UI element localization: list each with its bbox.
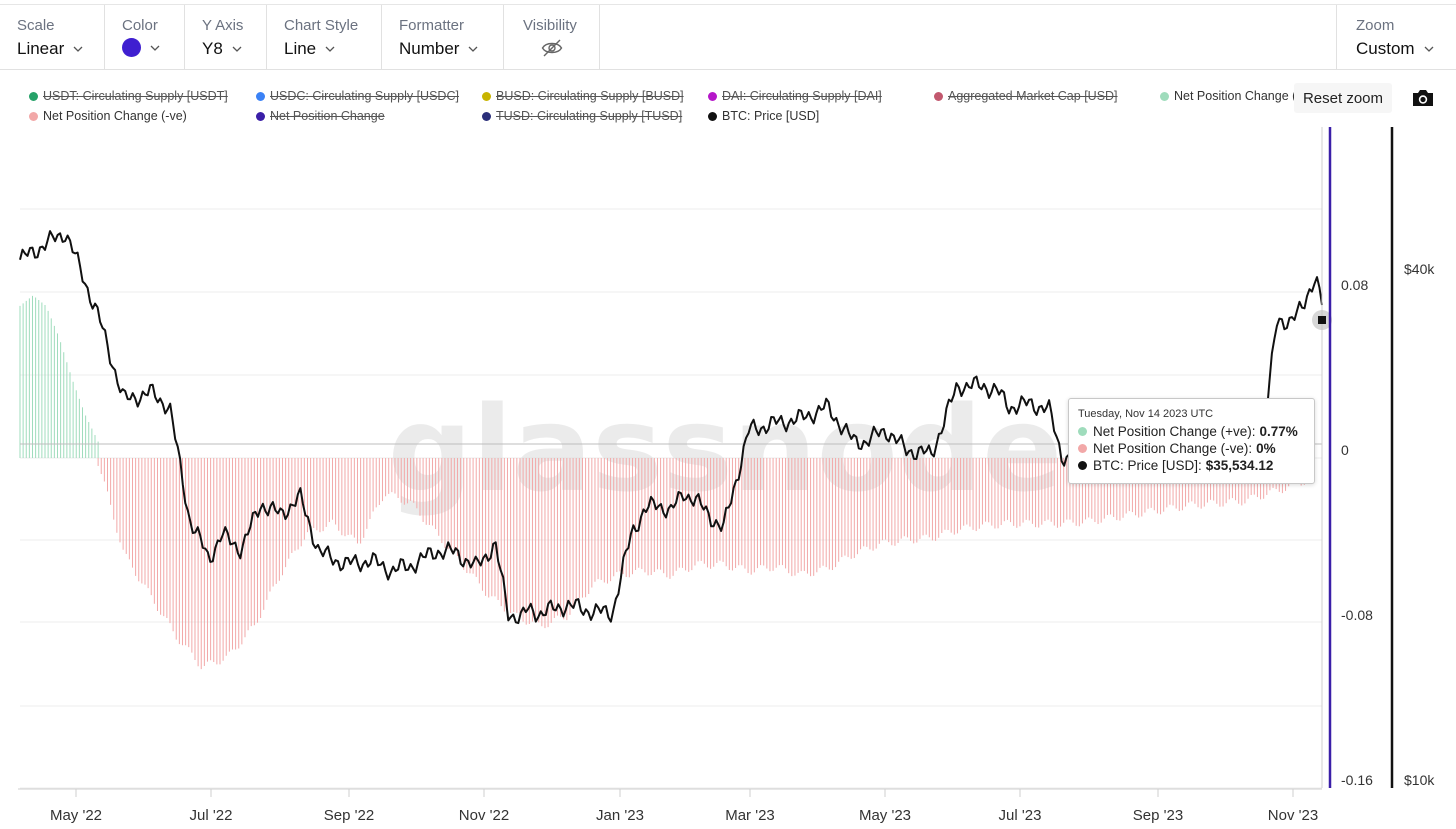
x-tick-label: Nov '22: [459, 807, 509, 824]
legend-dot: [708, 111, 717, 121]
y-axis-dropdown[interactable]: Y Axis Y8: [185, 5, 267, 69]
y8-tick-label: 0.08: [1341, 277, 1368, 293]
formatter-label: Formatter: [399, 17, 465, 34]
formatter-value: Number: [399, 39, 460, 58]
legend-label: TUSD: Circulating Supply [TUSD]: [496, 109, 683, 123]
legend-dot: [1160, 91, 1169, 101]
legend-item-net-position-change-positive[interactable]: Net Position Change (: [1160, 89, 1296, 103]
legend-dot: [934, 91, 943, 101]
legend-label: Net Position Change (: [1174, 89, 1297, 103]
legend-dot: [482, 111, 491, 121]
watermark: glassnode: [388, 380, 1063, 518]
scale-dropdown[interactable]: Scale Linear: [0, 5, 105, 69]
legend-label: Net Position Change: [270, 109, 385, 123]
tooltip-value: 0%: [1256, 441, 1276, 456]
scale-value: Linear: [17, 39, 65, 58]
legend-label: USDT: Circulating Supply [USDT]: [43, 89, 228, 103]
legend-dot: [29, 111, 38, 121]
chart-tooltip: Tuesday, Nov 14 2023 UTC Net Position Ch…: [1068, 398, 1315, 484]
legend-dot: [256, 91, 265, 101]
legend-dot: [256, 111, 265, 121]
tooltip-date: Tuesday, Nov 14 2023 UTC: [1078, 408, 1214, 420]
color-label: Color: [122, 17, 158, 34]
tooltip-label: Net Position Change (-ve):: [1093, 441, 1253, 456]
legend-label: BTC: Price [USD]: [722, 109, 820, 123]
y8-tick-label: 0: [1341, 442, 1349, 458]
legend-item-net-position-change-negative[interactable]: Net Position Change (-ve): [29, 109, 187, 123]
scale-label: Scale: [17, 17, 55, 34]
legend-item-usdt[interactable]: USDT: Circulating Supply [USDT]: [29, 89, 228, 103]
chart-toolbar: Scale Linear Color Y Axis Y8 Chart Style…: [0, 4, 1456, 70]
chevron-down-icon: [150, 45, 160, 51]
legend-dot: [708, 91, 717, 101]
x-tick-label: Sep '23: [1133, 807, 1183, 824]
price-tick-label: $40k: [1404, 261, 1435, 277]
legend-item-btc-price[interactable]: BTC: Price [USD]: [708, 109, 819, 123]
chevron-down-icon: [469, 46, 478, 52]
legend-item-usdc[interactable]: USDC: Circulating Supply [USDC]: [256, 89, 459, 103]
zoom-label: Zoom: [1356, 17, 1395, 34]
y-axis-value: Y8: [202, 39, 223, 58]
chart-style-label: Chart Style: [284, 17, 359, 34]
legend-item-tusd[interactable]: TUSD: Circulating Supply [TUSD]: [482, 109, 682, 123]
tooltip-value: $35,534.12: [1205, 458, 1274, 473]
x-tick-label: Jul '23: [999, 807, 1042, 824]
reset-zoom-button[interactable]: Reset zoom: [1294, 83, 1392, 113]
legend-label: BUSD: Circulating Supply [BUSD]: [496, 89, 684, 103]
x-tick-label: Jan '23: [596, 807, 644, 824]
tooltip-row: BTC: Price [USD]: $35,534.12: [1078, 457, 1305, 474]
chart-area[interactable]: glassnode 0.08 0 -0.08 -0.16 $40k $10k May '22 J…: [0, 120, 1456, 829]
x-tick-label: Sep '22: [324, 807, 374, 824]
formatter-dropdown[interactable]: Formatter Number: [382, 5, 504, 69]
hover-marker: [1318, 316, 1326, 324]
eye-off-icon: [541, 39, 563, 57]
visibility-label: Visibility: [523, 17, 577, 34]
legend-dot: [482, 91, 491, 101]
tooltip-dot: [1078, 461, 1087, 470]
tooltip-label: BTC: Price [USD]:: [1093, 458, 1202, 473]
legend-label: DAI: Circulating Supply [DAI]: [722, 89, 882, 103]
chart-style-dropdown[interactable]: Chart Style Line: [267, 5, 382, 69]
x-tick-label: Nov '23: [1268, 807, 1318, 824]
x-tick-label: Mar '23: [725, 807, 775, 824]
legend-item-aggregated-market-cap[interactable]: Aggregated Market Cap [USD]: [934, 89, 1118, 103]
chevron-down-icon: [232, 46, 242, 52]
zoom-dropdown[interactable]: Zoom Custom: [1336, 5, 1456, 69]
legend-dot: [29, 91, 38, 101]
legend-item-dai[interactable]: DAI: Circulating Supply [DAI]: [708, 89, 882, 103]
legend-label: Net Position Change (-ve): [43, 109, 187, 123]
tooltip-label: Net Position Change (+ve):: [1093, 424, 1256, 439]
legend-label: Aggregated Market Cap [USD]: [948, 89, 1118, 103]
y8-tick-label: -0.08: [1341, 607, 1373, 623]
visibility-toggle[interactable]: Visibility: [504, 5, 600, 69]
tooltip-row: Net Position Change (-ve): 0%: [1078, 440, 1305, 457]
y-axis-label: Y Axis: [202, 17, 244, 34]
tooltip-value: 0.77%: [1259, 424, 1298, 439]
legend-label: USDC: Circulating Supply [USDC]: [270, 89, 459, 103]
legend-item-net-position-change[interactable]: Net Position Change: [256, 109, 385, 123]
x-tick-label: May '23: [859, 807, 911, 824]
legend-item-busd[interactable]: BUSD: Circulating Supply [BUSD]: [482, 89, 684, 103]
y8-tick-label: -0.16: [1341, 772, 1373, 788]
x-tick-label: May '22: [50, 807, 102, 824]
x-tick-label: Jul '22: [190, 807, 233, 824]
tooltip-dot: [1078, 444, 1087, 453]
chart-style-value: Line: [284, 39, 317, 58]
tooltip-row: Net Position Change (+ve): 0.77%: [1078, 423, 1305, 440]
color-swatch: [122, 38, 141, 57]
chevron-down-icon: [1424, 46, 1434, 52]
zoom-value: Custom: [1356, 39, 1415, 58]
tooltip-dot: [1078, 427, 1087, 436]
chevron-down-icon: [73, 46, 83, 52]
chevron-down-icon: [325, 46, 335, 52]
price-tick-label: $10k: [1404, 772, 1435, 788]
color-dropdown[interactable]: Color: [105, 5, 185, 69]
camera-icon[interactable]: [1410, 86, 1436, 110]
